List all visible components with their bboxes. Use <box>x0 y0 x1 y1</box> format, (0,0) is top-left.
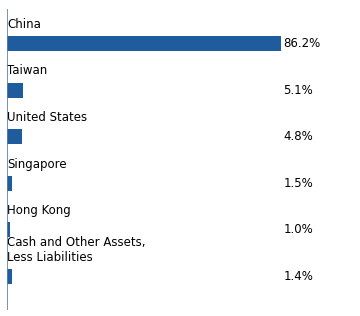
Bar <box>7 176 12 191</box>
Text: United States: United States <box>7 111 87 124</box>
Bar <box>7 129 22 144</box>
Text: 1.0%: 1.0% <box>284 223 313 236</box>
Text: Singapore: Singapore <box>7 157 67 171</box>
Text: 4.8%: 4.8% <box>284 130 313 143</box>
Text: 1.4%: 1.4% <box>284 270 314 283</box>
Bar <box>7 222 10 237</box>
Text: China: China <box>7 18 41 31</box>
Bar <box>7 36 281 51</box>
Text: Cash and Other Assets,
Less Liabilities: Cash and Other Assets, Less Liabilities <box>7 236 146 264</box>
Text: 5.1%: 5.1% <box>284 84 313 97</box>
Text: Hong Kong: Hong Kong <box>7 204 71 217</box>
Bar <box>7 269 12 284</box>
Text: Taiwan: Taiwan <box>7 64 48 77</box>
Bar <box>7 83 23 98</box>
Text: 1.5%: 1.5% <box>284 177 313 190</box>
Text: 86.2%: 86.2% <box>284 37 321 50</box>
